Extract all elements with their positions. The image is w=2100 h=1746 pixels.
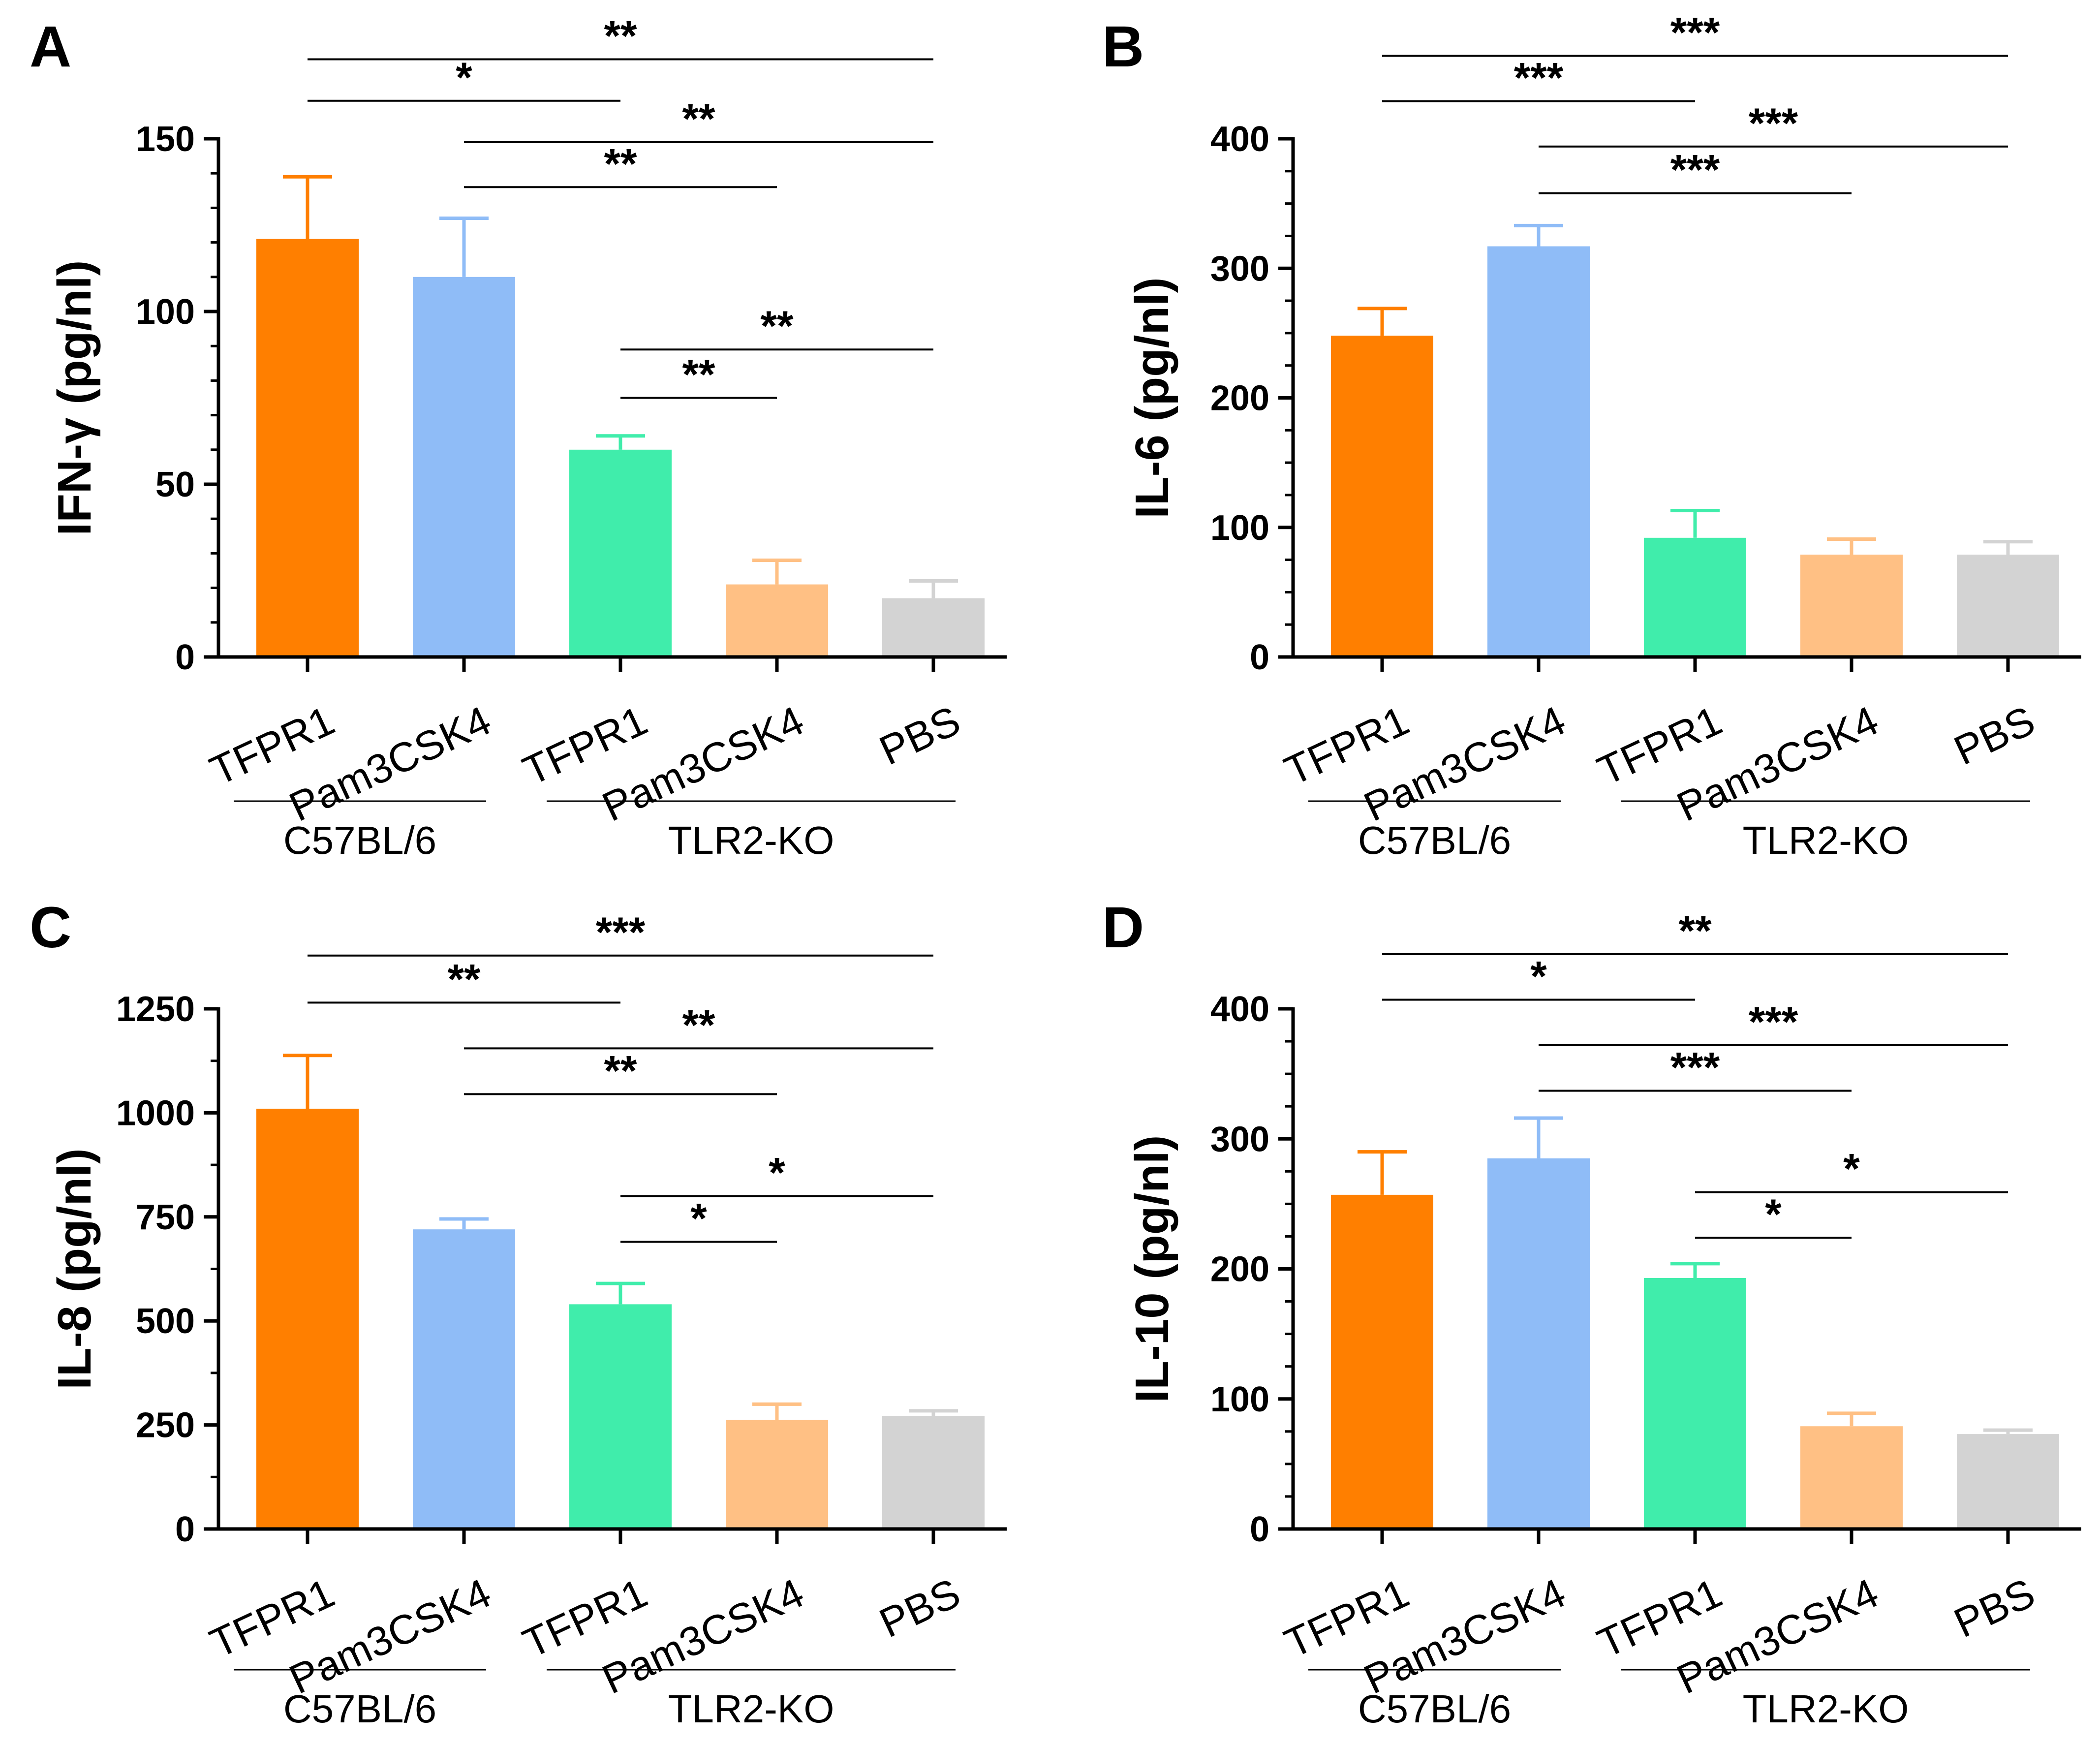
bar [726,584,828,657]
bar [569,1304,672,1529]
significance-label: * [769,1150,785,1197]
y-axis-label: IL-10 (pg/nl) [1126,1135,1178,1403]
y-tick-label: 100 [1210,1380,1269,1419]
y-tick-label: 100 [1210,508,1269,548]
group-label: C57BL/6 [283,818,436,862]
bar [256,1108,359,1529]
significance-label: ** [448,956,481,1003]
significance-label: ** [604,140,637,187]
y-tick-label: 200 [1210,379,1269,418]
y-axis-label: IL-6 (pg/nl) [1126,277,1178,519]
bar [1800,555,1903,657]
y-tick-label: 50 [155,465,195,504]
y-tick-label: 300 [1210,1120,1269,1159]
significance-label: ** [682,1001,715,1049]
bar [1957,555,2059,657]
group-label: C57BL/6 [1358,1687,1511,1731]
y-tick-label: 400 [1210,120,1269,159]
panel-letter: C [30,895,71,960]
panel-d-chart: DIL-10 (pg/nl)0100200300400TFPR1Pam3CSK4… [1102,895,2081,1731]
y-tick-label: 1250 [116,990,195,1029]
y-tick-label: 0 [1250,1510,1269,1549]
significance-label: ** [604,13,637,60]
y-tick-label: 200 [1210,1250,1269,1289]
y-tick-label: 0 [1250,638,1269,677]
bar [413,1229,515,1529]
y-tick-label: 250 [136,1406,195,1445]
group-label: C57BL/6 [1358,818,1511,862]
significance-label: *** [1670,147,1720,194]
y-tick-label: 0 [175,1510,195,1549]
bar [1487,1158,1590,1529]
bar [1957,1434,2059,1529]
bar [882,598,985,657]
y-tick-label: 100 [136,292,195,332]
group-label: TLR2-KO [668,1687,834,1731]
group-label: TLR2-KO [668,818,834,862]
significance-label: ** [682,351,715,399]
significance-label: *** [596,909,646,956]
significance-label: * [1530,953,1547,1000]
bar [569,449,672,657]
bar [1644,1278,1746,1529]
bar [1487,246,1590,657]
y-tick-label: 500 [136,1302,195,1341]
significance-label: * [1843,1146,1860,1193]
significance-label: ** [761,303,794,350]
y-tick-label: 1000 [116,1093,195,1133]
panel-letter: D [1102,895,1144,960]
bar [1331,1194,1433,1529]
bar [1644,537,1746,657]
significance-label: *** [1514,55,1564,102]
significance-label: *** [1670,9,1720,57]
y-axis-label: IFN-γ (pg/nl) [48,260,101,536]
group-label: C57BL/6 [283,1687,436,1731]
significance-label: ** [682,95,715,143]
significance-label: *** [1749,998,1798,1046]
bar [413,277,515,657]
significance-label: * [1765,1191,1782,1238]
bar [726,1420,828,1529]
group-label: TLR2-KO [1743,1687,1909,1731]
significance-label: *** [1749,100,1798,147]
bar [1800,1426,1903,1529]
bar [1331,336,1433,657]
y-axis-label: IL-8 (pg/nl) [48,1148,101,1390]
y-tick-label: 150 [136,120,195,159]
bar [256,239,359,657]
significance-label: * [456,54,472,101]
panel-letter: A [30,14,71,79]
bar [882,1415,985,1529]
significance-label: *** [1670,1044,1720,1091]
y-tick-label: 0 [175,638,195,677]
y-tick-label: 400 [1210,990,1269,1029]
significance-label: ** [604,1047,637,1094]
significance-label: ** [1679,907,1712,955]
significance-label: * [690,1195,707,1243]
y-tick-label: 300 [1210,249,1269,288]
y-tick-label: 750 [136,1198,195,1237]
group-label: TLR2-KO [1743,818,1909,862]
panel-letter: B [1102,14,1144,79]
